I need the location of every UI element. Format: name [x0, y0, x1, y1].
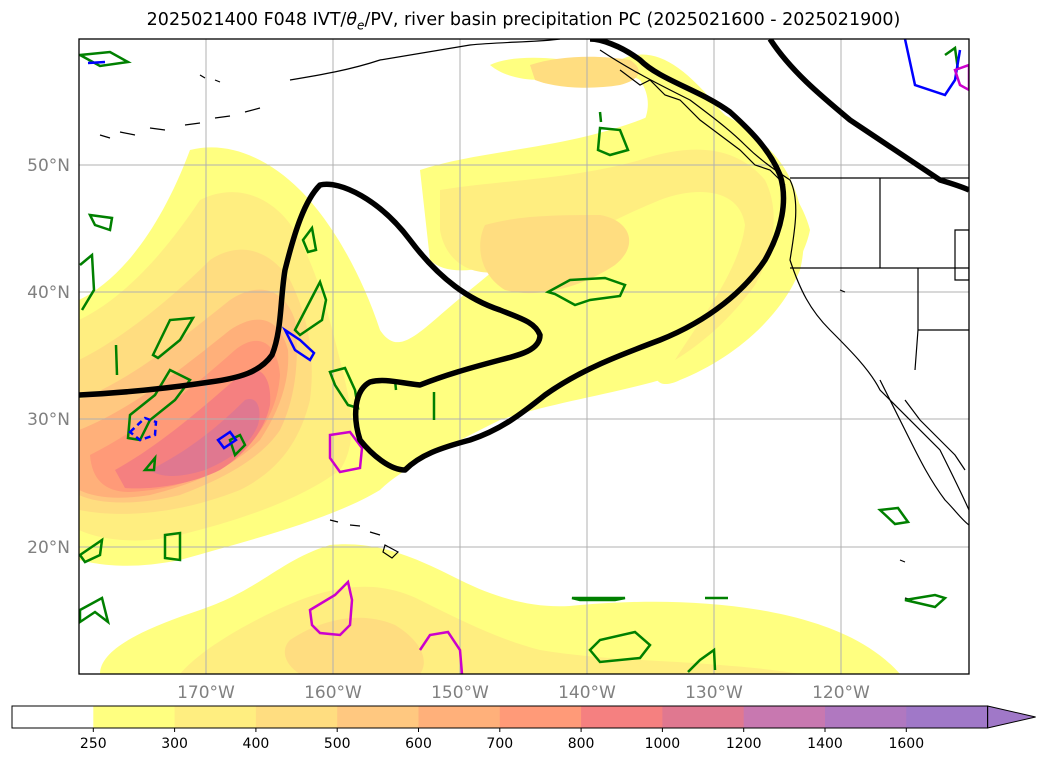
coastlines [99, 39, 969, 601]
ivt-region [150, 399, 260, 476]
pv-contours [79, 39, 969, 473]
contour [687, 647, 717, 673]
contour [151, 316, 196, 360]
colorbar-swatch [906, 706, 989, 728]
lon-tick-label: 140°W [558, 683, 616, 703]
lat-tick-label: 30°N [27, 410, 70, 430]
lat-tick-label: 20°N [27, 538, 70, 558]
contour [571, 596, 626, 602]
contour [163, 531, 182, 562]
contour [293, 278, 328, 337]
contour [903, 39, 962, 97]
colorbar-label: 250 [80, 736, 107, 752]
coastline [879, 379, 969, 526]
contour [79, 50, 132, 68]
theta-e-contours-magenta [308, 63, 969, 674]
colorbar-swatch [174, 706, 257, 728]
colorbar-extend-arrow [987, 705, 1036, 729]
ivt-region [530, 56, 639, 88]
lon-tick-label: 130°W [685, 683, 743, 703]
lat-tick-labels: 50°N 40°N 30°N 20°N [27, 156, 70, 558]
contour [877, 506, 911, 526]
island [99, 107, 261, 139]
contour [953, 63, 969, 92]
lon-tick-label: 120°W [812, 683, 870, 703]
colorbar-swatch [825, 706, 907, 728]
island [329, 519, 399, 559]
colorbar-label: 1000 [645, 736, 681, 752]
colorbar-label: 400 [243, 736, 270, 752]
contour [128, 416, 158, 442]
contour [216, 430, 238, 450]
ivt-region [480, 215, 630, 294]
contour [308, 579, 354, 637]
contour [142, 454, 157, 472]
colorbar-label: 1600 [888, 736, 924, 752]
pv-contour [767, 39, 969, 193]
contour [87, 60, 106, 65]
contour [301, 224, 318, 254]
lon-tick-label: 160°W [304, 683, 362, 703]
colorbar-swatch [581, 706, 663, 728]
colorbar-label: 500 [324, 736, 351, 752]
lat-tick-label: 40°N [27, 283, 70, 303]
lon-tick-label: 170°W [177, 683, 235, 703]
colorbar-swatch [743, 706, 826, 728]
colorbar: 250 300 400 500 600 700 800 1000 1200 1400 1600 [11, 705, 1036, 752]
colorbar-label: 800 [568, 736, 595, 752]
lon-tick-labels: 170°W 160°W 150°W 140°W 130°W 120°W [177, 683, 870, 703]
contour [328, 430, 364, 474]
contour [79, 252, 96, 311]
island [199, 74, 913, 601]
state-border [790, 177, 969, 371]
colorbar-swatch [662, 706, 745, 728]
coastline [289, 39, 969, 511]
contour [596, 111, 630, 157]
ivt-region [420, 107, 804, 385]
colorbar-swatch [499, 706, 582, 728]
contour [588, 630, 652, 664]
coastline [954, 229, 969, 281]
lon-tick-label: 150°W [431, 683, 489, 703]
contour [904, 593, 948, 609]
contour [79, 537, 104, 564]
colorbar-label: 700 [486, 736, 513, 752]
contour [87, 213, 114, 232]
page-title: 2025021400 F048 IVT/θe/PV, river basin p… [146, 10, 901, 33]
contour [418, 630, 464, 674]
colorbar-swatch [337, 706, 419, 728]
contour [228, 433, 247, 458]
colorbar-swatch [93, 706, 176, 728]
contour [114, 344, 119, 376]
coastline [619, 69, 786, 186]
colorbar-label: 1400 [807, 736, 843, 752]
lat-tick-label: 50°N [27, 156, 70, 176]
pv-contour [79, 39, 787, 473]
map-border [78, 38, 970, 675]
colorbar-swatch [12, 706, 94, 728]
colorbar-swatch [255, 706, 338, 728]
colorbar-label: 1200 [726, 736, 762, 752]
colorbar-label: 300 [161, 736, 188, 752]
contour [281, 326, 316, 362]
graticule [79, 39, 969, 674]
contour [79, 596, 111, 626]
contour [544, 276, 627, 307]
map-area [79, 39, 969, 674]
ivt-region [440, 149, 774, 360]
colorbar-swatch [418, 706, 501, 728]
colorbar-label: 600 [405, 736, 432, 752]
